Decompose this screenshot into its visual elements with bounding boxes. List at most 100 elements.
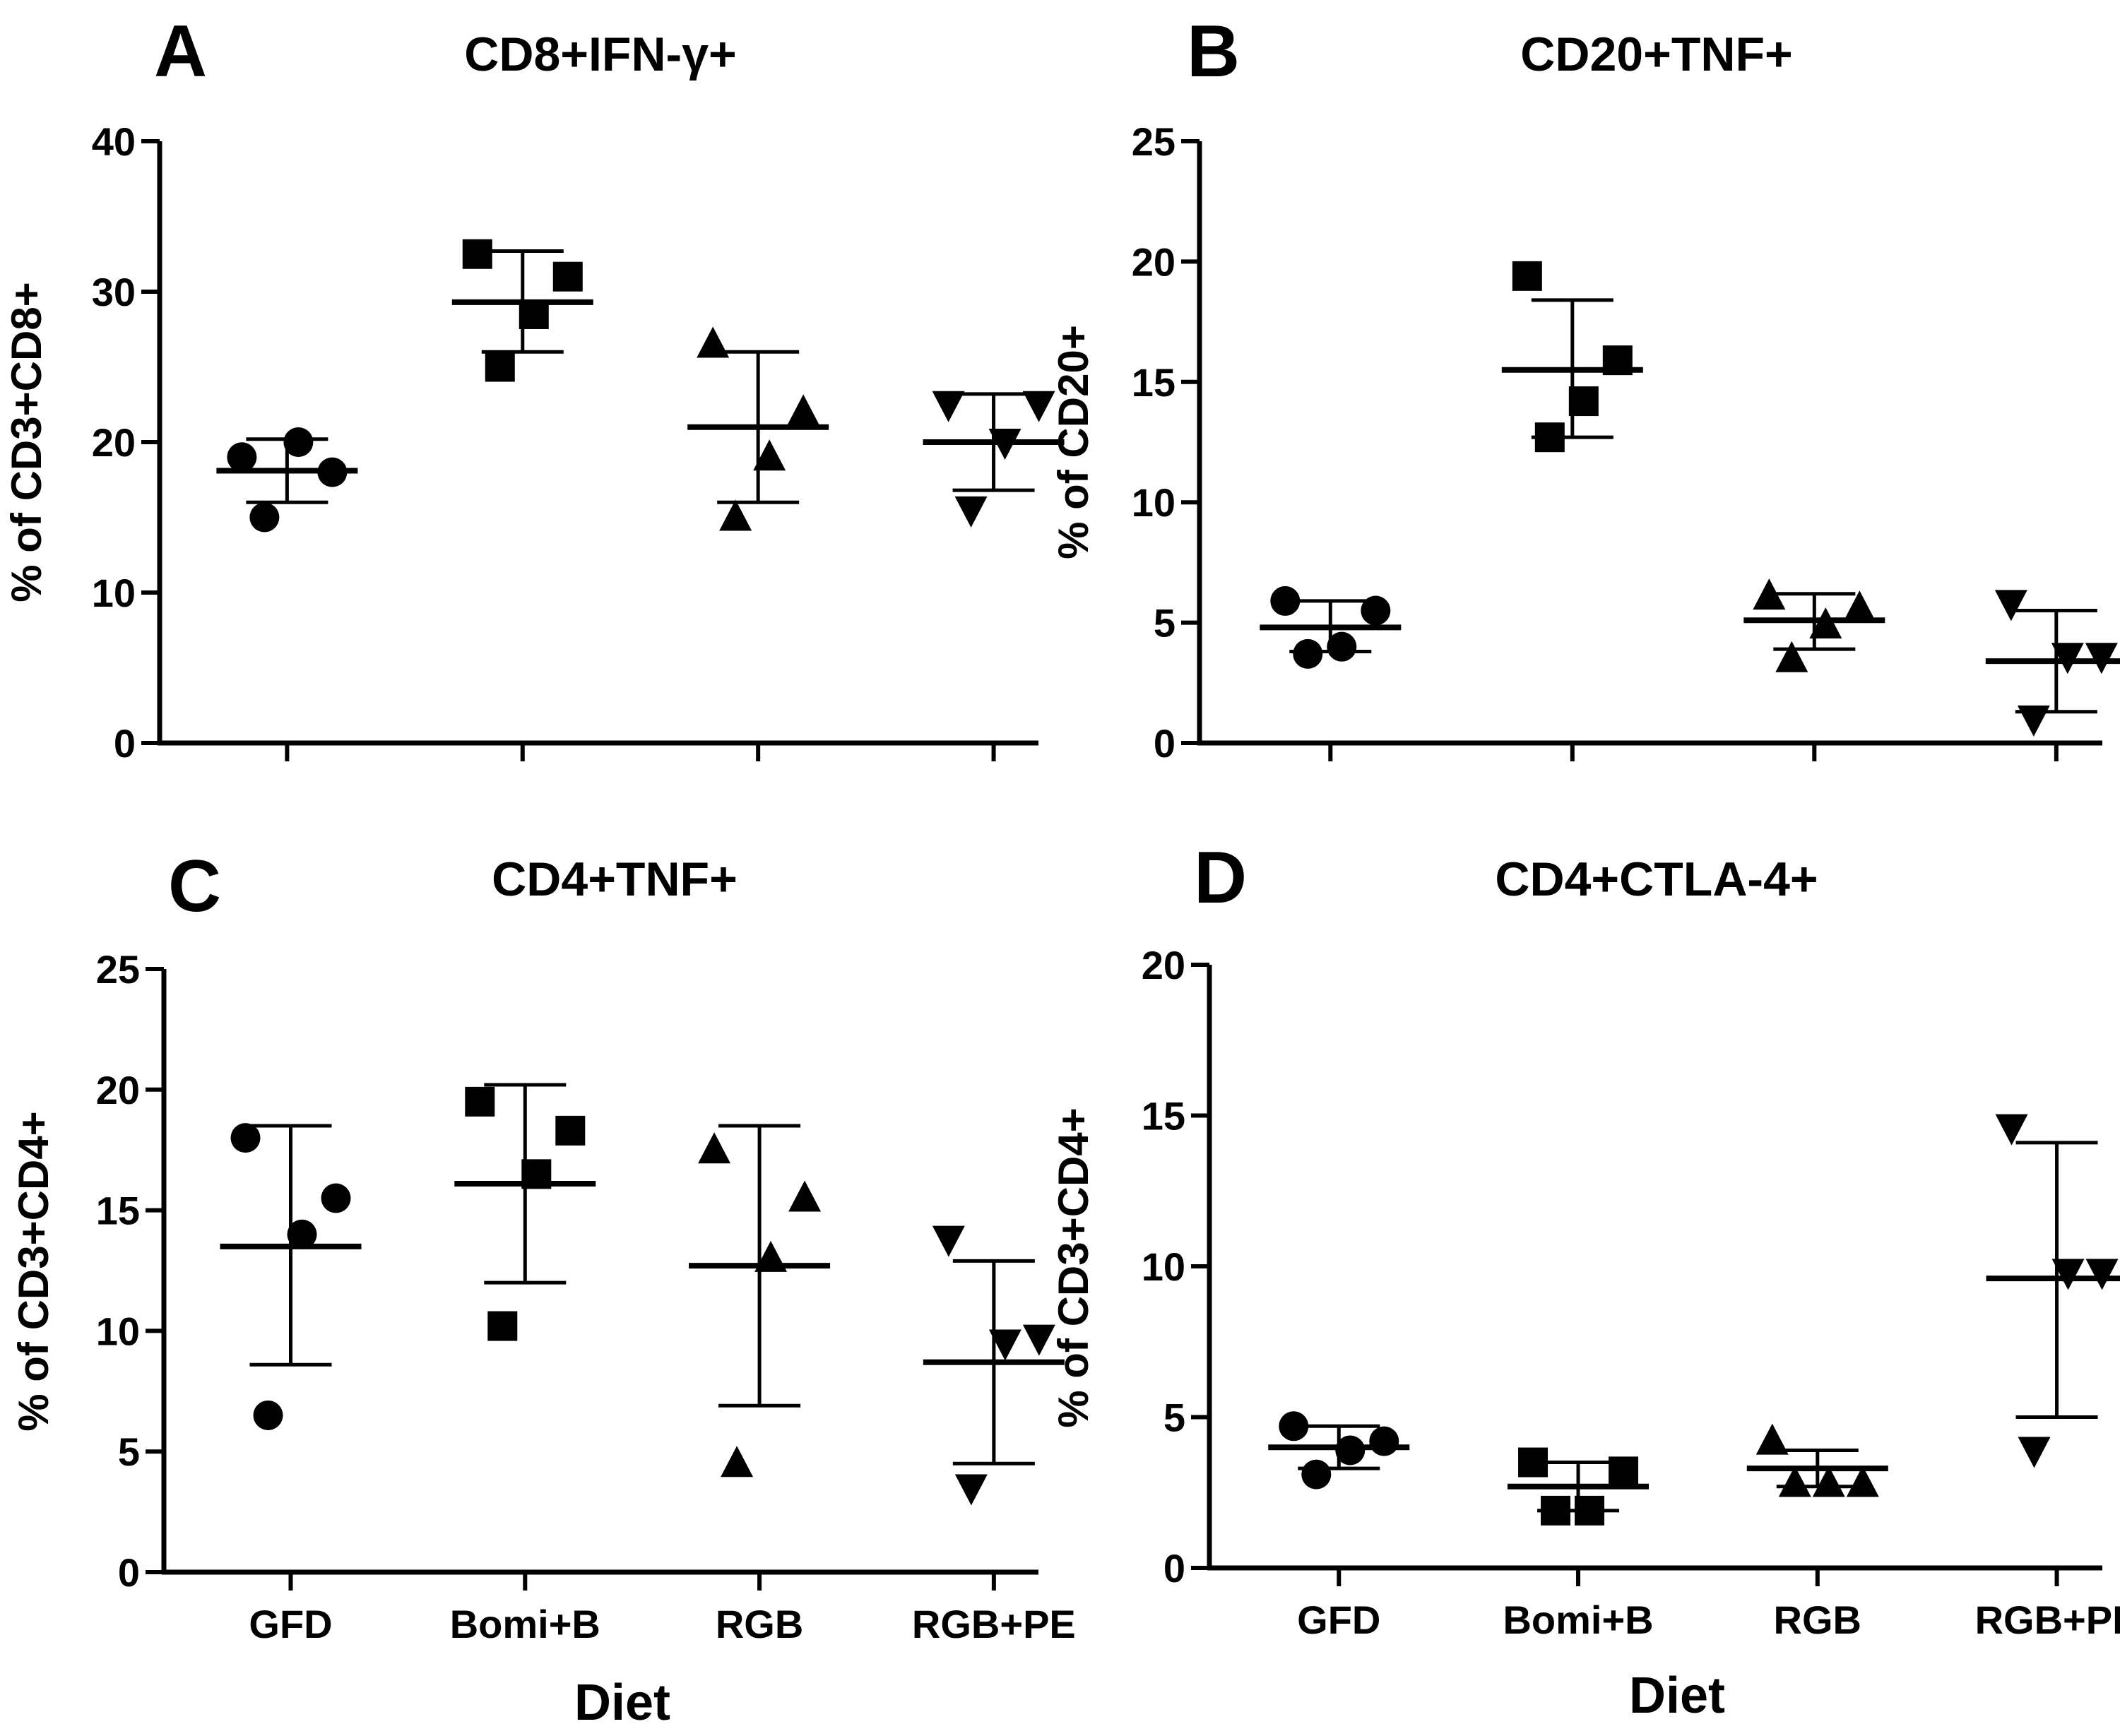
series-rgb [689,1124,831,1478]
data-point [1568,386,1599,417]
series-bomi-b [451,239,593,382]
data-point [2018,1437,2051,1468]
chart-title: CD4+TNF+ [492,852,738,906]
panel-a: A CD8+IFN-γ+ 0 10 20 30 40 % of CD3+CD8+ [3,11,1065,766]
chart-title: CD4+CTLA-4+ [1495,852,1818,906]
data-point [1369,1426,1399,1456]
data-point [787,394,820,426]
data-point [1293,638,1323,669]
data-point [954,496,988,528]
series-gfd [216,427,358,533]
data-point [1843,590,1876,622]
data-point [697,326,730,358]
y-tick-label: 20 [96,1068,140,1112]
data-point [465,1086,495,1117]
x-axis-label: Diet [574,1675,670,1731]
data-point [1534,422,1565,453]
y-tick-label: 15 [1132,360,1176,405]
data-point [227,442,257,472]
data-point [932,391,965,422]
y-tick-label: 20 [92,420,136,465]
data-point [1609,1456,1639,1487]
data-point [283,427,314,457]
y-tick-label: 25 [96,947,140,992]
data-point [230,1123,261,1153]
series-rgb-pe [923,391,1065,528]
data-point [1361,595,1391,626]
data-point [1753,578,1786,610]
y-tick-label: 5 [118,1429,140,1474]
series-gfd [1260,585,1402,669]
data-point [321,1183,351,1213]
data-point [1022,1324,1055,1356]
data-point [2051,1259,2085,1290]
series-bomi-b [1508,1447,1650,1526]
x-tick-label: RGB+PE [1975,1598,2120,1642]
chart-title: CD8+IFN-γ+ [464,28,736,81]
data-point [519,299,549,329]
data-point [1279,1411,1309,1441]
y-tick-label: 5 [1163,1396,1185,1440]
y-axis-label: % of CD3+CD4+ [1050,1107,1097,1427]
data-point [462,239,492,269]
data-point [698,1132,731,1164]
y-tick-label: 30 [92,270,136,314]
data-point [249,502,280,533]
data-point [954,1474,988,1506]
data-point [1755,1423,1789,1455]
series-rgb-pe [923,1225,1065,1506]
y-tick-label: 10 [1142,1244,1185,1289]
x-tick-label: Bomi+B [450,1602,600,1646]
data-point [2085,643,2118,674]
y-axis-label: % of CD3+CD8+ [3,282,50,602]
x-axis-label: Diet [1629,1667,1725,1724]
data-point [253,1400,283,1430]
data-point [1775,641,1808,672]
data-point [1301,1459,1332,1490]
x-tick-label: Bomi+B [1503,1598,1653,1642]
data-point [719,499,752,531]
series-rgb-pe [1986,1114,2120,1468]
data-point [485,352,515,382]
series-rgb [687,326,829,531]
data-point [287,1219,317,1249]
series-gfd [1268,1411,1410,1490]
x-tick-label: RGB [716,1602,803,1646]
series-bomi-b [1501,261,1643,453]
series-gfd [220,1123,362,1430]
y-tick-label: 0 [1154,721,1176,766]
data-point [487,1311,518,1341]
data-point [1541,1495,1571,1526]
data-point [788,1180,822,1212]
data-point [552,261,583,292]
data-point [1812,1466,1845,1497]
data-point [1846,1466,1879,1497]
data-point [2017,705,2050,737]
y-tick-label: 15 [96,1189,140,1233]
data-point [555,1115,586,1146]
panel-d: D CD4+CTLA-4+ 0 5 10 15 20 % of CD3+CD4+ GFD Bomi… [1050,837,2120,1724]
y-tick-label: 0 [114,721,136,766]
series-rgb-pe [1985,590,2120,737]
data-point [1335,1435,1366,1466]
panel-b: B CD20+TNF+ 0 5 10 15 20 25 % of CD20+ [1050,11,2120,766]
y-axis-label: % of CD3+CD4+ [10,1111,57,1431]
data-point [754,1240,788,1272]
data-point [1575,1495,1605,1526]
data-point [2085,1259,2119,1290]
data-point [988,429,1021,460]
data-point [721,1446,754,1478]
data-point [1518,1447,1548,1478]
data-point [521,1159,552,1189]
data-point [1602,345,1633,376]
y-tick-label: 25 [1132,119,1176,164]
panel-letter: A [154,11,207,93]
panel-letter: D [1194,837,1247,919]
panel-letter: B [1187,11,1240,93]
series-bomi-b [454,1083,596,1341]
data-point [1327,631,1357,662]
y-tick-label: 0 [118,1550,140,1595]
series-rgb [1743,578,1885,672]
data-point [1778,1466,1811,1497]
